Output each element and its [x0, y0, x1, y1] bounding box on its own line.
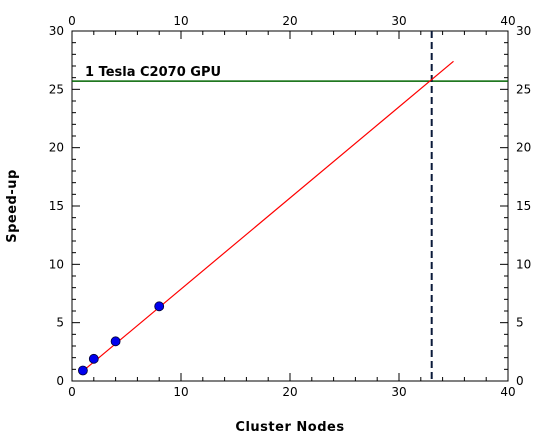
plot-area: 1 Tesla C2070 GPU — [72, 31, 508, 381]
y-axis-title: Speed-up — [5, 169, 20, 243]
data-point — [110, 336, 121, 347]
y-tick-label-right: 5 — [516, 316, 524, 330]
y-tick-label-right: 20 — [516, 141, 531, 155]
x-tick-label: 30 — [391, 385, 406, 399]
gpu-reference-label: 1 Tesla C2070 GPU — [85, 65, 221, 80]
y-tick-label: 25 — [49, 82, 64, 96]
x-tick-label: 10 — [173, 385, 188, 399]
x-tick-label-top: 0 — [68, 14, 76, 28]
x-tick-label-top: 10 — [173, 14, 188, 28]
x-tick-label-top: 20 — [282, 14, 297, 28]
y-tick-label: 15 — [49, 199, 64, 213]
y-tick-label: 10 — [49, 257, 64, 271]
y-tick-label-right: 15 — [516, 199, 531, 213]
x-tick-label-top: 40 — [500, 14, 515, 28]
y-tick-label-right: 0 — [516, 374, 524, 388]
x-tick-label: 20 — [282, 385, 297, 399]
x-tick-label-top: 30 — [391, 14, 406, 28]
fit-line — [82, 60, 454, 372]
data-point — [78, 365, 88, 376]
y-tick-label-right: 30 — [516, 24, 531, 38]
y-tick-label: 5 — [56, 316, 64, 330]
data-point — [88, 353, 99, 364]
plot-frame — [71, 30, 509, 382]
x-tick-label: 0 — [68, 385, 76, 399]
x-tick-label: 40 — [500, 385, 515, 399]
y-tick-label-right: 10 — [516, 257, 531, 271]
y-tick-label: 0 — [56, 374, 64, 388]
y-tick-label: 20 — [49, 141, 64, 155]
y-tick-label: 30 — [49, 24, 64, 38]
x-axis-title: Cluster Nodes — [235, 420, 344, 435]
data-point — [154, 301, 165, 312]
y-tick-label-right: 25 — [516, 82, 531, 96]
